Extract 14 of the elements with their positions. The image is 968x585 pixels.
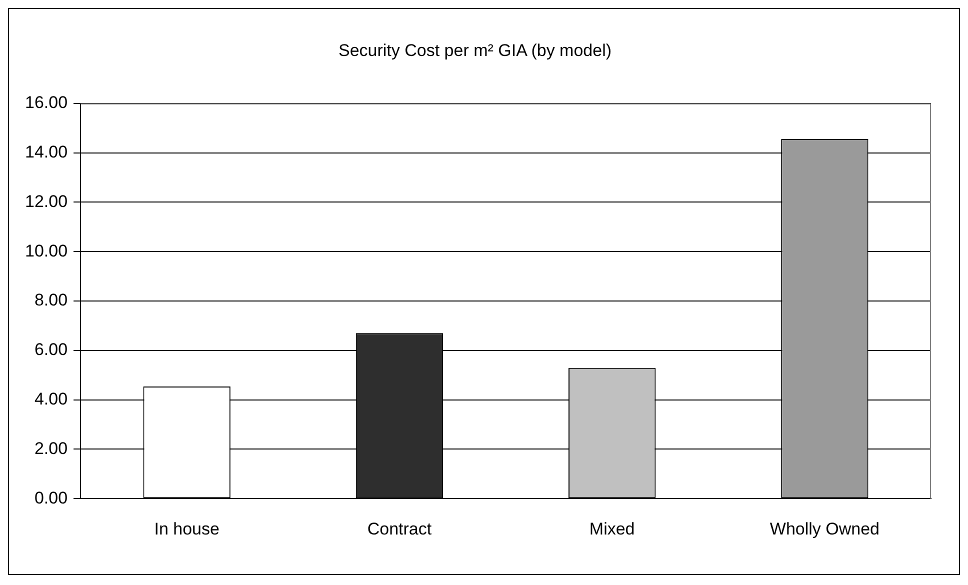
y-tick-label: 16.00 [24, 93, 68, 112]
y-tick-label: 10.00 [24, 241, 68, 260]
y-tick-label: 0.00 [34, 488, 68, 508]
y-tick-label: 6.00 [34, 340, 68, 360]
x-tick-label: Contract [367, 519, 432, 538]
x-tick-label: Wholly Owned [770, 519, 880, 538]
y-tick-label: 2.00 [34, 438, 68, 458]
y-tick-label: 14.00 [24, 142, 68, 162]
x-tick-label: In house [154, 519, 220, 538]
chart-title: Security Cost per m² GIA (by model) [338, 40, 612, 60]
y-tick-label: 12.00 [24, 192, 68, 211]
x-tick-label: Mixed [589, 519, 635, 538]
y-tick-label: 8.00 [34, 290, 68, 310]
y-tick-label: 4.00 [34, 389, 68, 408]
